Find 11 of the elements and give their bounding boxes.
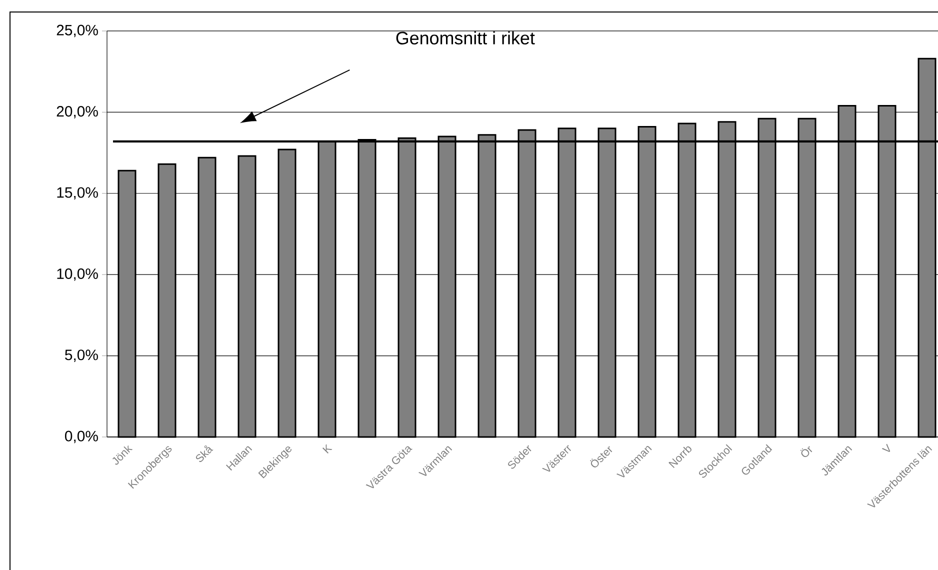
y-tick-label: 20,0%	[56, 106, 98, 118]
y-tick-label: 25,0%	[56, 24, 98, 38]
y-tick-label: 10,0%	[57, 268, 98, 281]
y-tick-label: 5,0%	[65, 350, 98, 362]
x-tick-label: K	[322, 444, 332, 454]
y-tick-label: 15,0%	[57, 187, 98, 200]
y-tick-label: 0,0%	[65, 430, 98, 444]
x-tick-label: Skå	[196, 446, 214, 462]
x-tick-label: Ör	[800, 446, 812, 458]
x-tick-label: V	[882, 444, 890, 452]
ref-line-label: Genomsnitt i riket	[396, 31, 535, 44]
